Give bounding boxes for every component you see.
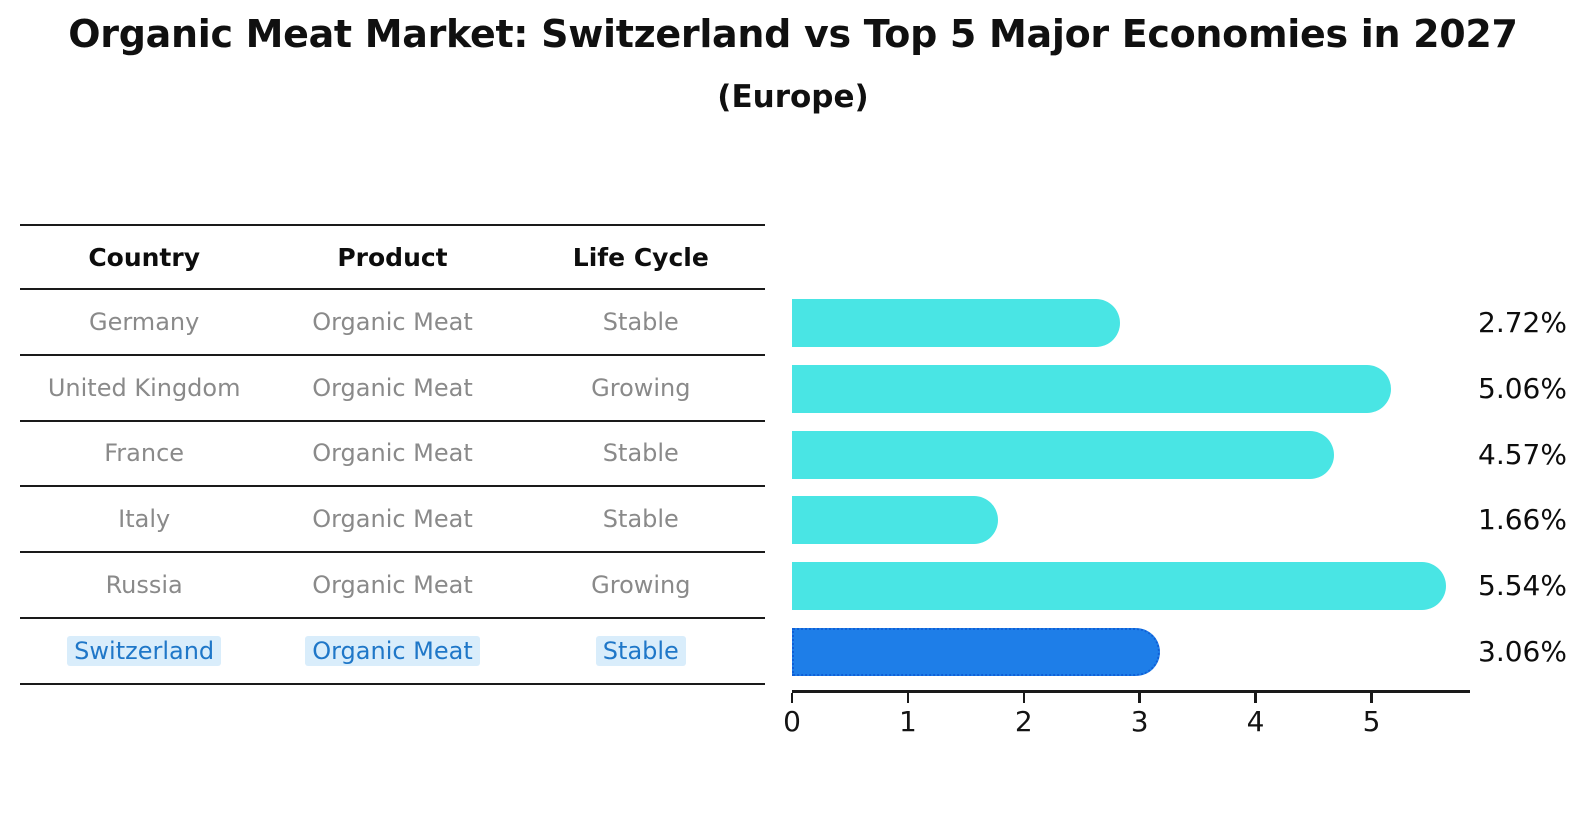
- value-label-russia: 5.54%: [1478, 569, 1567, 603]
- table-row-italy: Italy Organic Meat Stable: [20, 487, 765, 554]
- bar-plot-area: [792, 290, 1468, 685]
- life-cycle-cell: Growing: [591, 373, 691, 402]
- tick-label: 0: [783, 705, 801, 738]
- table-header-row: Country Product Life Cycle: [20, 226, 765, 290]
- bar-germany: [792, 299, 1121, 347]
- life-cycle-cell: Stable: [595, 635, 686, 666]
- product-cell: Organic Meat: [312, 571, 473, 600]
- x-axis: 0 1 2 3 4 5: [783, 690, 1470, 738]
- country-cell: Switzerland: [67, 635, 222, 666]
- bar-united-kingdom: [792, 364, 1391, 413]
- product-cell: Organic Meat: [312, 307, 473, 336]
- table-row-switzerland: Switzerland Organic Meat Stable: [20, 619, 765, 685]
- bar-switzerland: [792, 628, 1160, 676]
- country-cell: Germany: [89, 307, 200, 336]
- value-label-germany: 2.72%: [1478, 306, 1567, 339]
- country-table: Country Product Life Cycle Germany Organ…: [20, 224, 765, 685]
- value-label-switzerland: 3.06%: [1478, 635, 1567, 668]
- tick-label: 4: [1246, 705, 1265, 738]
- product-cell: Organic Meat: [312, 439, 473, 468]
- value-label-united-kingdom: 5.06%: [1478, 371, 1567, 405]
- tick-label: 5: [1362, 705, 1381, 738]
- tick-label: 3: [1130, 705, 1149, 738]
- bar-italy: [792, 496, 998, 545]
- life-cycle-cell: Growing: [591, 571, 691, 600]
- tick-mark: [1254, 693, 1257, 703]
- life-cycle-cell: Stable: [602, 505, 679, 534]
- tick-mark: [1370, 693, 1373, 703]
- bar-russia: [792, 562, 1447, 611]
- country-cell: United Kingdom: [47, 373, 241, 402]
- value-label-column: 2.72% 5.06% 4.57% 1.66% 5.54% 3.06%: [1478, 290, 1586, 685]
- life-cycle-cell: Stable: [602, 439, 679, 468]
- value-label-france: 4.57%: [1478, 437, 1567, 471]
- country-cell: France: [104, 439, 185, 468]
- tick-mark: [790, 693, 794, 703]
- tick-mark: [1138, 693, 1141, 703]
- page-title: Organic Meat Market: Switzerland vs Top …: [68, 12, 1518, 56]
- table-row-germany: Germany Organic Meat Stable: [20, 290, 765, 356]
- value-label-italy: 1.66%: [1478, 503, 1567, 537]
- product-cell: Organic Meat: [312, 373, 473, 402]
- column-header-product: Product: [337, 242, 448, 272]
- x-axis-line: [792, 690, 1470, 693]
- tick-mark: [1022, 693, 1026, 703]
- product-cell: Organic Meat: [312, 505, 473, 534]
- table-row-france: France Organic Meat Stable: [20, 422, 765, 488]
- country-cell: Italy: [118, 505, 171, 534]
- table-row-united-kingdom: United Kingdom Organic Meat Growing: [20, 356, 765, 422]
- bar-france: [792, 430, 1335, 479]
- page-subtitle: (Europe): [717, 79, 869, 115]
- tick-label: 2: [1014, 705, 1033, 738]
- life-cycle-cell: Stable: [602, 307, 679, 336]
- table-row-russia: Russia Organic Meat Growing: [20, 553, 765, 619]
- tick-label: 1: [898, 705, 917, 738]
- product-cell: Organic Meat: [305, 635, 480, 666]
- country-cell: Russia: [105, 571, 183, 600]
- column-header-life-cycle: Life Cycle: [572, 242, 709, 272]
- column-header-country: Country: [88, 242, 201, 272]
- tick-mark: [906, 693, 910, 703]
